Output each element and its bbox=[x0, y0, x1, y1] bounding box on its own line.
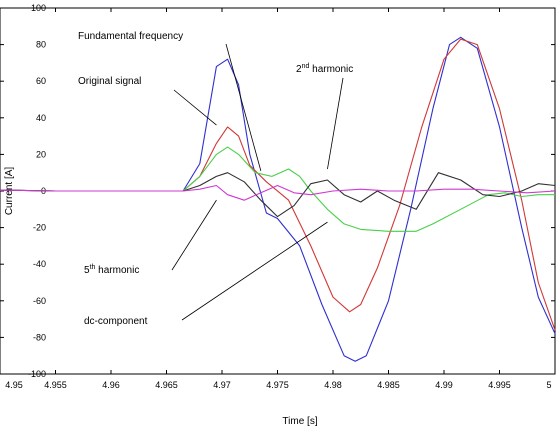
annotation-label: dc-component bbox=[84, 316, 148, 327]
annotation-label: 5th harmonic bbox=[84, 264, 139, 276]
annotation-superscript: th bbox=[90, 264, 96, 271]
annotation-text: Fundamental frequency bbox=[78, 31, 183, 42]
annotation-label: Fundamental frequency bbox=[78, 31, 183, 42]
x-tick-label: 4.965 bbox=[155, 380, 178, 390]
y-tick-label: 40 bbox=[36, 113, 46, 123]
x-axis: 4.95 4.955 4.96 4.965 4.97 4.975 4.98 4.985 4.99… bbox=[0, 8, 556, 390]
series-line-5th-harmonic bbox=[0, 184, 556, 201]
y-axis-title: Current [A] bbox=[4, 167, 15, 216]
x-tick-label: 4.985 bbox=[377, 380, 400, 390]
y-tick-label: -100 bbox=[28, 369, 46, 379]
annotation-text: 5 bbox=[84, 265, 90, 276]
annotation-leader-line bbox=[173, 89, 217, 126]
y-tick-label: 100 bbox=[31, 3, 46, 13]
y-tick-label: -20 bbox=[33, 223, 46, 233]
y-tick-label: -40 bbox=[33, 259, 46, 269]
series-line-2nd-harmonic bbox=[0, 172, 556, 218]
annotation-leader-line bbox=[327, 77, 344, 170]
x-axis-title: Time [s] bbox=[282, 416, 317, 427]
x-tick-label: 4.975 bbox=[266, 380, 289, 390]
x-tick-label: 4.995 bbox=[488, 380, 511, 390]
y-tick-label: -60 bbox=[33, 296, 46, 306]
series-group bbox=[0, 36, 556, 362]
x-tick-label: 4.98 bbox=[324, 380, 342, 390]
series-line-original-signal bbox=[0, 36, 556, 362]
annotation-leader-line bbox=[225, 43, 262, 171]
y-tick-label: 20 bbox=[36, 149, 46, 159]
series-line-dc-component bbox=[0, 146, 555, 232]
y-tick-label: 80 bbox=[36, 40, 46, 50]
annotation-text: Original signal bbox=[78, 76, 141, 87]
annotation-label: Original signal bbox=[78, 76, 141, 87]
annotation-suffix: harmonic bbox=[95, 265, 139, 276]
x-tick-label: 4.97 bbox=[213, 380, 231, 390]
annotation-label: 2nd harmonic bbox=[296, 63, 353, 75]
y-tick-label: -80 bbox=[33, 332, 46, 342]
x-tick-label: 4.955 bbox=[44, 380, 67, 390]
x-tick-label: 4.96 bbox=[102, 380, 120, 390]
annotation-superscript: nd bbox=[302, 63, 310, 70]
annotations: Fundamental frequency Original signal 2nd … bbox=[78, 31, 353, 327]
x-tick-label: 4.95 bbox=[5, 380, 23, 390]
annotation-suffix: harmonic bbox=[309, 64, 353, 75]
annotation-leader-line bbox=[181, 221, 328, 321]
annotation-text: 2 bbox=[296, 64, 302, 75]
annotation-leader-line bbox=[171, 199, 217, 271]
annotation-text: dc-component bbox=[84, 316, 148, 327]
x-tick-label: 5 bbox=[546, 380, 551, 390]
y-tick-label: 60 bbox=[36, 76, 46, 86]
x-tick-label: 4.99 bbox=[435, 380, 453, 390]
